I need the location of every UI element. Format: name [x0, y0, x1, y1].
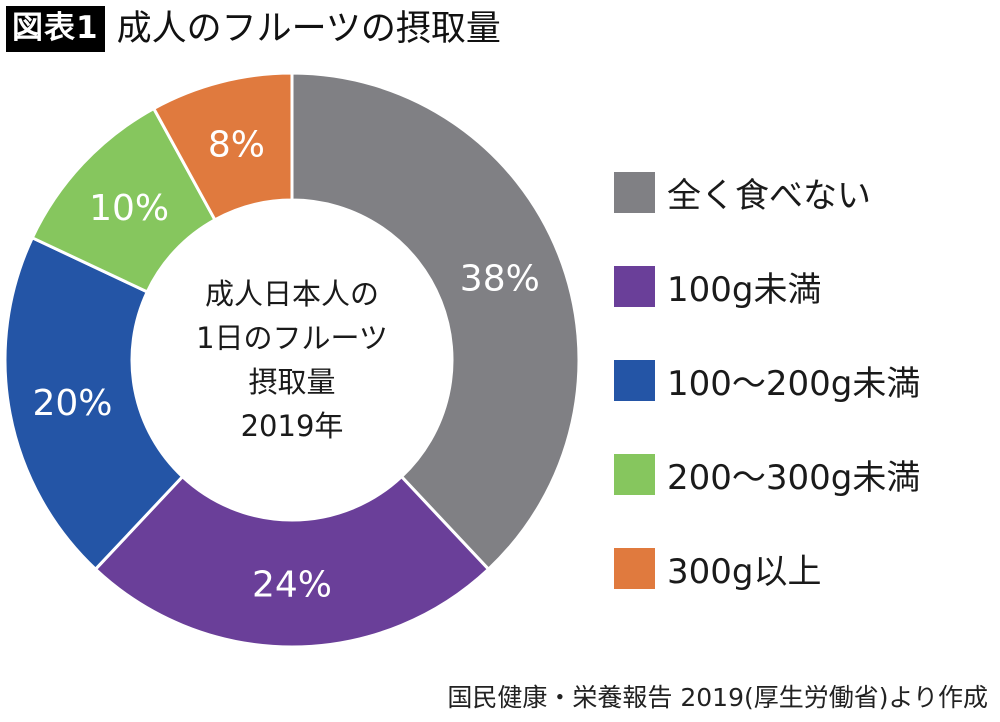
- donut-slice-3: [3, 235, 185, 572]
- figure-badge: 図表1: [6, 6, 105, 52]
- center-label-line-4: 2019年: [241, 409, 344, 443]
- legend-swatch-4: [614, 453, 655, 495]
- legend-label-4: 200〜300g未満: [667, 457, 921, 498]
- chart-header: 図表1 成人のフルーツの摂取量: [6, 6, 501, 52]
- slice-label-2: 24%: [252, 565, 332, 606]
- legend-label-5: 300g以上: [667, 551, 822, 592]
- chart-title: 成人のフルーツの摂取量: [116, 9, 501, 49]
- chart-legend: 全く食べない 100g未満 100〜200g未満 200〜300g未満 300g以上: [614, 145, 920, 615]
- slice-label-1: 38%: [460, 259, 540, 300]
- center-label-line-3: 摂取量: [248, 365, 335, 399]
- center-label-line-1: 成人日本人の: [205, 277, 379, 311]
- legend-item-1: 全く食べない: [614, 145, 920, 239]
- legend-item-4: 200〜300g未満: [614, 427, 920, 521]
- center-label-line-2: 1日のフルーツ: [196, 321, 388, 355]
- legend-swatch-3: [614, 359, 655, 401]
- donut-slices: [3, 71, 581, 649]
- donut-slice-labels: 38% 24% 20% 10% 8%: [32, 125, 539, 606]
- legend-swatch-2: [614, 265, 655, 307]
- legend-swatch-1: [614, 171, 655, 213]
- slice-label-3: 20%: [32, 383, 112, 424]
- legend-item-3: 100〜200g未満: [614, 333, 920, 427]
- slice-label-4: 10%: [89, 188, 169, 229]
- legend-label-3: 100〜200g未満: [667, 363, 921, 404]
- legend-item-2: 100g未満: [614, 239, 920, 333]
- legend-label-2: 100g未満: [667, 269, 822, 310]
- slice-label-5: 8%: [208, 125, 265, 166]
- legend-label-1: 全く食べない: [667, 175, 871, 216]
- donut-slice-2: [93, 474, 491, 649]
- source-note: 国民健康・栄養報告 2019(厚生労働省)より作成: [447, 683, 988, 712]
- legend-swatch-5: [614, 547, 655, 589]
- donut-slice-1: [290, 71, 581, 572]
- legend-item-5: 300g以上: [614, 521, 920, 615]
- donut-slice-5: [151, 71, 294, 222]
